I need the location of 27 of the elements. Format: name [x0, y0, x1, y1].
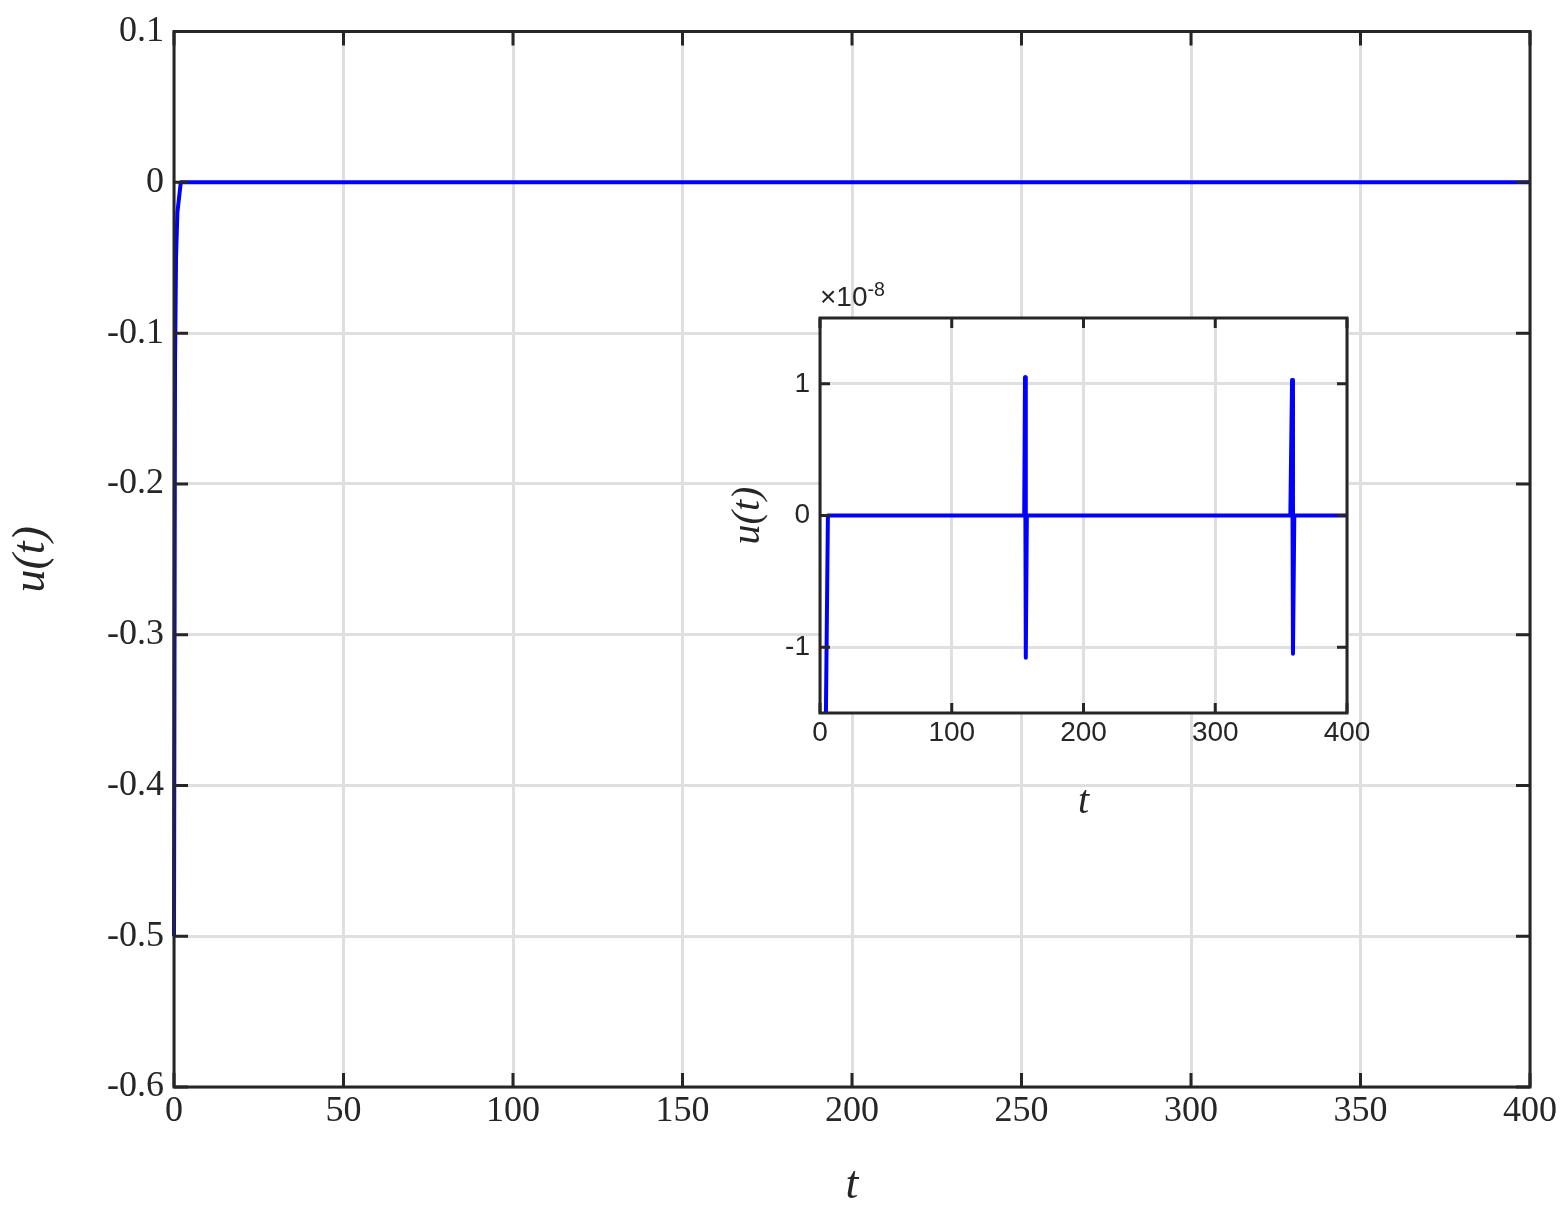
x-tick-label: 350 [1333, 1089, 1388, 1130]
x-axis-title: t [845, 1157, 860, 1209]
x-tick-label: 50 [325, 1089, 362, 1130]
y-tick-label: 1 [794, 366, 810, 398]
y-tick-label: -0.2 [107, 461, 164, 502]
y-tick-label: -0.6 [107, 1064, 164, 1105]
x-tick-label: 300 [1164, 1089, 1218, 1130]
x-tick-label: 300 [1191, 715, 1239, 747]
x-tick-label: 200 [825, 1089, 879, 1130]
y-tick-label: -0.5 [107, 913, 164, 954]
y-tick-label: -0.4 [107, 762, 164, 803]
y-axis-title: u(t) [722, 486, 768, 545]
x-tick-label: 400 [1503, 1089, 1557, 1130]
x-tick-label: 400 [1323, 715, 1371, 747]
y-tick-label: -1 [785, 629, 810, 661]
y-tick-label: 0 [146, 159, 164, 200]
x-tick-label: 100 [928, 715, 976, 747]
y-tick-label: -0.3 [107, 612, 164, 653]
x-tick-label: 150 [655, 1089, 710, 1130]
x-tick-label: 100 [486, 1089, 540, 1130]
y-tick-label: -0.1 [107, 310, 164, 351]
x-tick-label: 250 [994, 1089, 1049, 1130]
y-axis-title: u(t) [2, 526, 54, 593]
y-tick-label: 0.1 [119, 9, 164, 50]
y-tick-label: 0 [794, 498, 810, 530]
x-axis-title: t [1077, 776, 1090, 822]
x-tick-label: 200 [1060, 715, 1107, 747]
